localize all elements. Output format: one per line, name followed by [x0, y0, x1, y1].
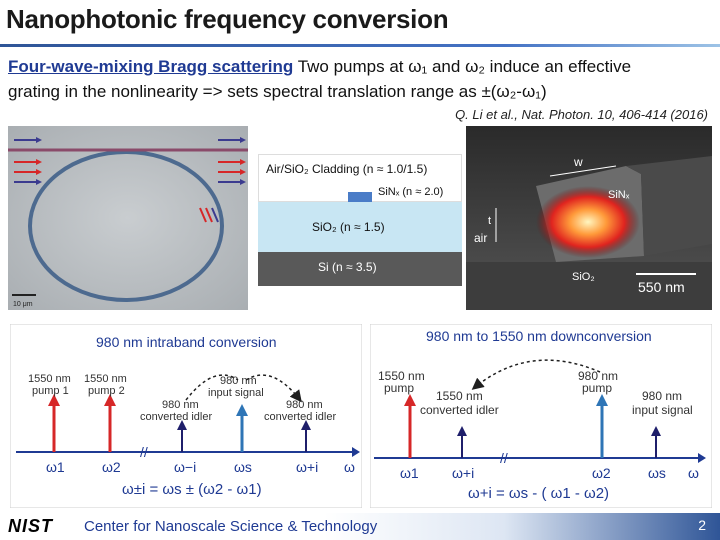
intraband-diagram: 980 nm intraband conversion // 1550 nm p…: [10, 324, 362, 508]
downconversion-pump-left-wl: 1550 nm: [378, 369, 425, 383]
intraband-equation: ω±i = ωs ± (ω2 - ω1): [122, 481, 262, 498]
core-label: SiNₓ: [608, 189, 630, 201]
downconversion-w2: ω2: [592, 465, 611, 481]
svg-text:pump: pump: [384, 381, 414, 395]
svg-text:1550 nm: 1550 nm: [378, 369, 425, 383]
downconversion-pump-right-name: pump: [582, 381, 612, 395]
description-line-1: Four-wave-mixing Bragg scattering Two pu…: [8, 57, 631, 77]
page-number: 2: [698, 517, 706, 533]
downconversion-title: 980 nm to 1550 nm downconversion: [426, 328, 652, 344]
intraband-idler-right-name: converted idler: [264, 411, 336, 423]
svg-text:converted idler: converted idler: [140, 411, 212, 423]
svg-text:pump: pump: [582, 381, 612, 395]
svg-text:980 nm: 980 nm: [220, 375, 257, 387]
intraband-omega: ω: [344, 459, 355, 475]
svg-text:980 nm: 980 nm: [162, 399, 199, 411]
citation: Q. Li et al., Nat. Photon. 10, 406-414 (…: [455, 107, 708, 122]
intraband-w2: ω2: [102, 459, 121, 475]
layer-stack-diagram: Air/SiO₂ Cladding (n ≈ 1.0/1.5) SiNₓ (n …: [258, 154, 462, 286]
intraband-title: 980 nm intraband conversion: [96, 334, 277, 350]
downconversion-ws: ωs: [648, 465, 666, 481]
layer-oxide-label: SiO₂ (n ≈ 1.5): [312, 220, 385, 234]
downconversion-signal-wl: 980 nm: [642, 389, 682, 403]
intraband-signal-name: input signal: [208, 387, 264, 399]
intraband-pump1-name: pump 1: [32, 385, 69, 397]
downconversion-diagram: 980 nm to 1550 nm downconversion // 1550…: [370, 324, 712, 508]
intraband-conversion-arrows: [185, 374, 300, 400]
sin-core-block: [348, 192, 372, 202]
svg-text:converted idler: converted idler: [420, 403, 499, 417]
footer-org-name: Center for Nanoscale Science & Technolog…: [84, 518, 378, 535]
slide-title: Nanophotonic frequency conversion: [6, 4, 449, 34]
intraband-ws: ωs: [234, 459, 252, 475]
svg-text:980 nm: 980 nm: [578, 369, 618, 383]
svg-text:1550 nm: 1550 nm: [28, 373, 71, 385]
scale-bar-label: 10 μm: [13, 301, 33, 308]
downconversion-arrow: [471, 359, 601, 390]
downconversion-signal-name: input signal: [632, 403, 693, 417]
air-label: air: [474, 231, 487, 245]
ring-micrograph: 10 μm: [8, 126, 248, 310]
description-text-1: Two pumps at ω₁ and ω₂ induce an effecti…: [293, 57, 632, 76]
svg-text:pump 2: pump 2: [88, 385, 125, 397]
ring-circulation-arrows: [199, 207, 219, 223]
intraband-wi-minus: ω−i: [174, 459, 196, 475]
downconversion-wi: ω+i: [452, 465, 474, 481]
intraband-w1: ω1: [46, 459, 65, 475]
intraband-signal-wl: 980 nm: [220, 375, 257, 387]
svg-text:converted idler: converted idler: [264, 411, 336, 423]
nist-logo: NIST: [8, 516, 54, 536]
intraband-pump1-wl: 1550 nm: [28, 373, 71, 385]
downconversion-pump-left-name: pump: [384, 381, 414, 395]
intraband-pump2-wl: 1550 nm: [84, 373, 127, 385]
ring-resonator: [28, 150, 224, 302]
svg-text:input signal: input signal: [632, 403, 693, 417]
description-line-2: grating in the nonlinearity => sets spec…: [8, 82, 547, 101]
intraband-idler-left-wl: 980 nm: [162, 399, 199, 411]
width-label: w: [573, 155, 583, 169]
title-rule: [0, 44, 720, 47]
svg-text:980 nm: 980 nm: [642, 389, 682, 403]
svg-text:1550 nm: 1550 nm: [84, 373, 127, 385]
svg-text:input signal: input signal: [208, 387, 264, 399]
footer-bar: [0, 513, 720, 540]
intraband-pump2-name: pump 2: [88, 385, 125, 397]
waveguide-mode-image: w SiNₓ t air SiO₂ 550 nm: [466, 126, 712, 310]
pump-arrows-left: [14, 137, 42, 185]
svg-text:1550 nm: 1550 nm: [436, 389, 483, 403]
downconversion-omega: ω: [688, 465, 699, 481]
downconversion-equation: ω+i = ωs - ( ω1 - ω2): [468, 485, 609, 502]
layer-oxide: [258, 202, 462, 252]
downconversion-pump-right-wl: 980 nm: [578, 369, 618, 383]
oxide-label: SiO₂: [572, 271, 595, 283]
layer-substrate: [258, 252, 462, 286]
pump-arrows-right: [218, 137, 246, 185]
layer-core-label: SiNₓ (n ≈ 2.0): [378, 186, 444, 198]
size-label: 550 nm: [638, 279, 685, 295]
keyword-fwm-bs: Four-wave-mixing Bragg scattering: [8, 57, 294, 76]
intraband-idler-left-name: converted idler: [140, 411, 212, 423]
svg-text:980 nm: 980 nm: [286, 399, 323, 411]
svg-text:pump 1: pump 1: [32, 385, 69, 397]
layer-cladding-label: Air/SiO₂ Cladding (n ≈ 1.0/1.5): [266, 162, 428, 176]
downconversion-w1: ω1: [400, 465, 419, 481]
intraband-idler-right-wl: 980 nm: [286, 399, 323, 411]
layer-substrate-label: Si (n ≈ 3.5): [318, 260, 377, 274]
downconversion-idler-wl: 1550 nm: [436, 389, 483, 403]
intraband-break: //: [140, 444, 148, 460]
thickness-label: t: [488, 215, 491, 227]
downconversion-idler-name: converted idler: [420, 403, 499, 417]
downconversion-break: //: [500, 450, 508, 466]
intraband-wi-plus: ω+i: [296, 459, 318, 475]
